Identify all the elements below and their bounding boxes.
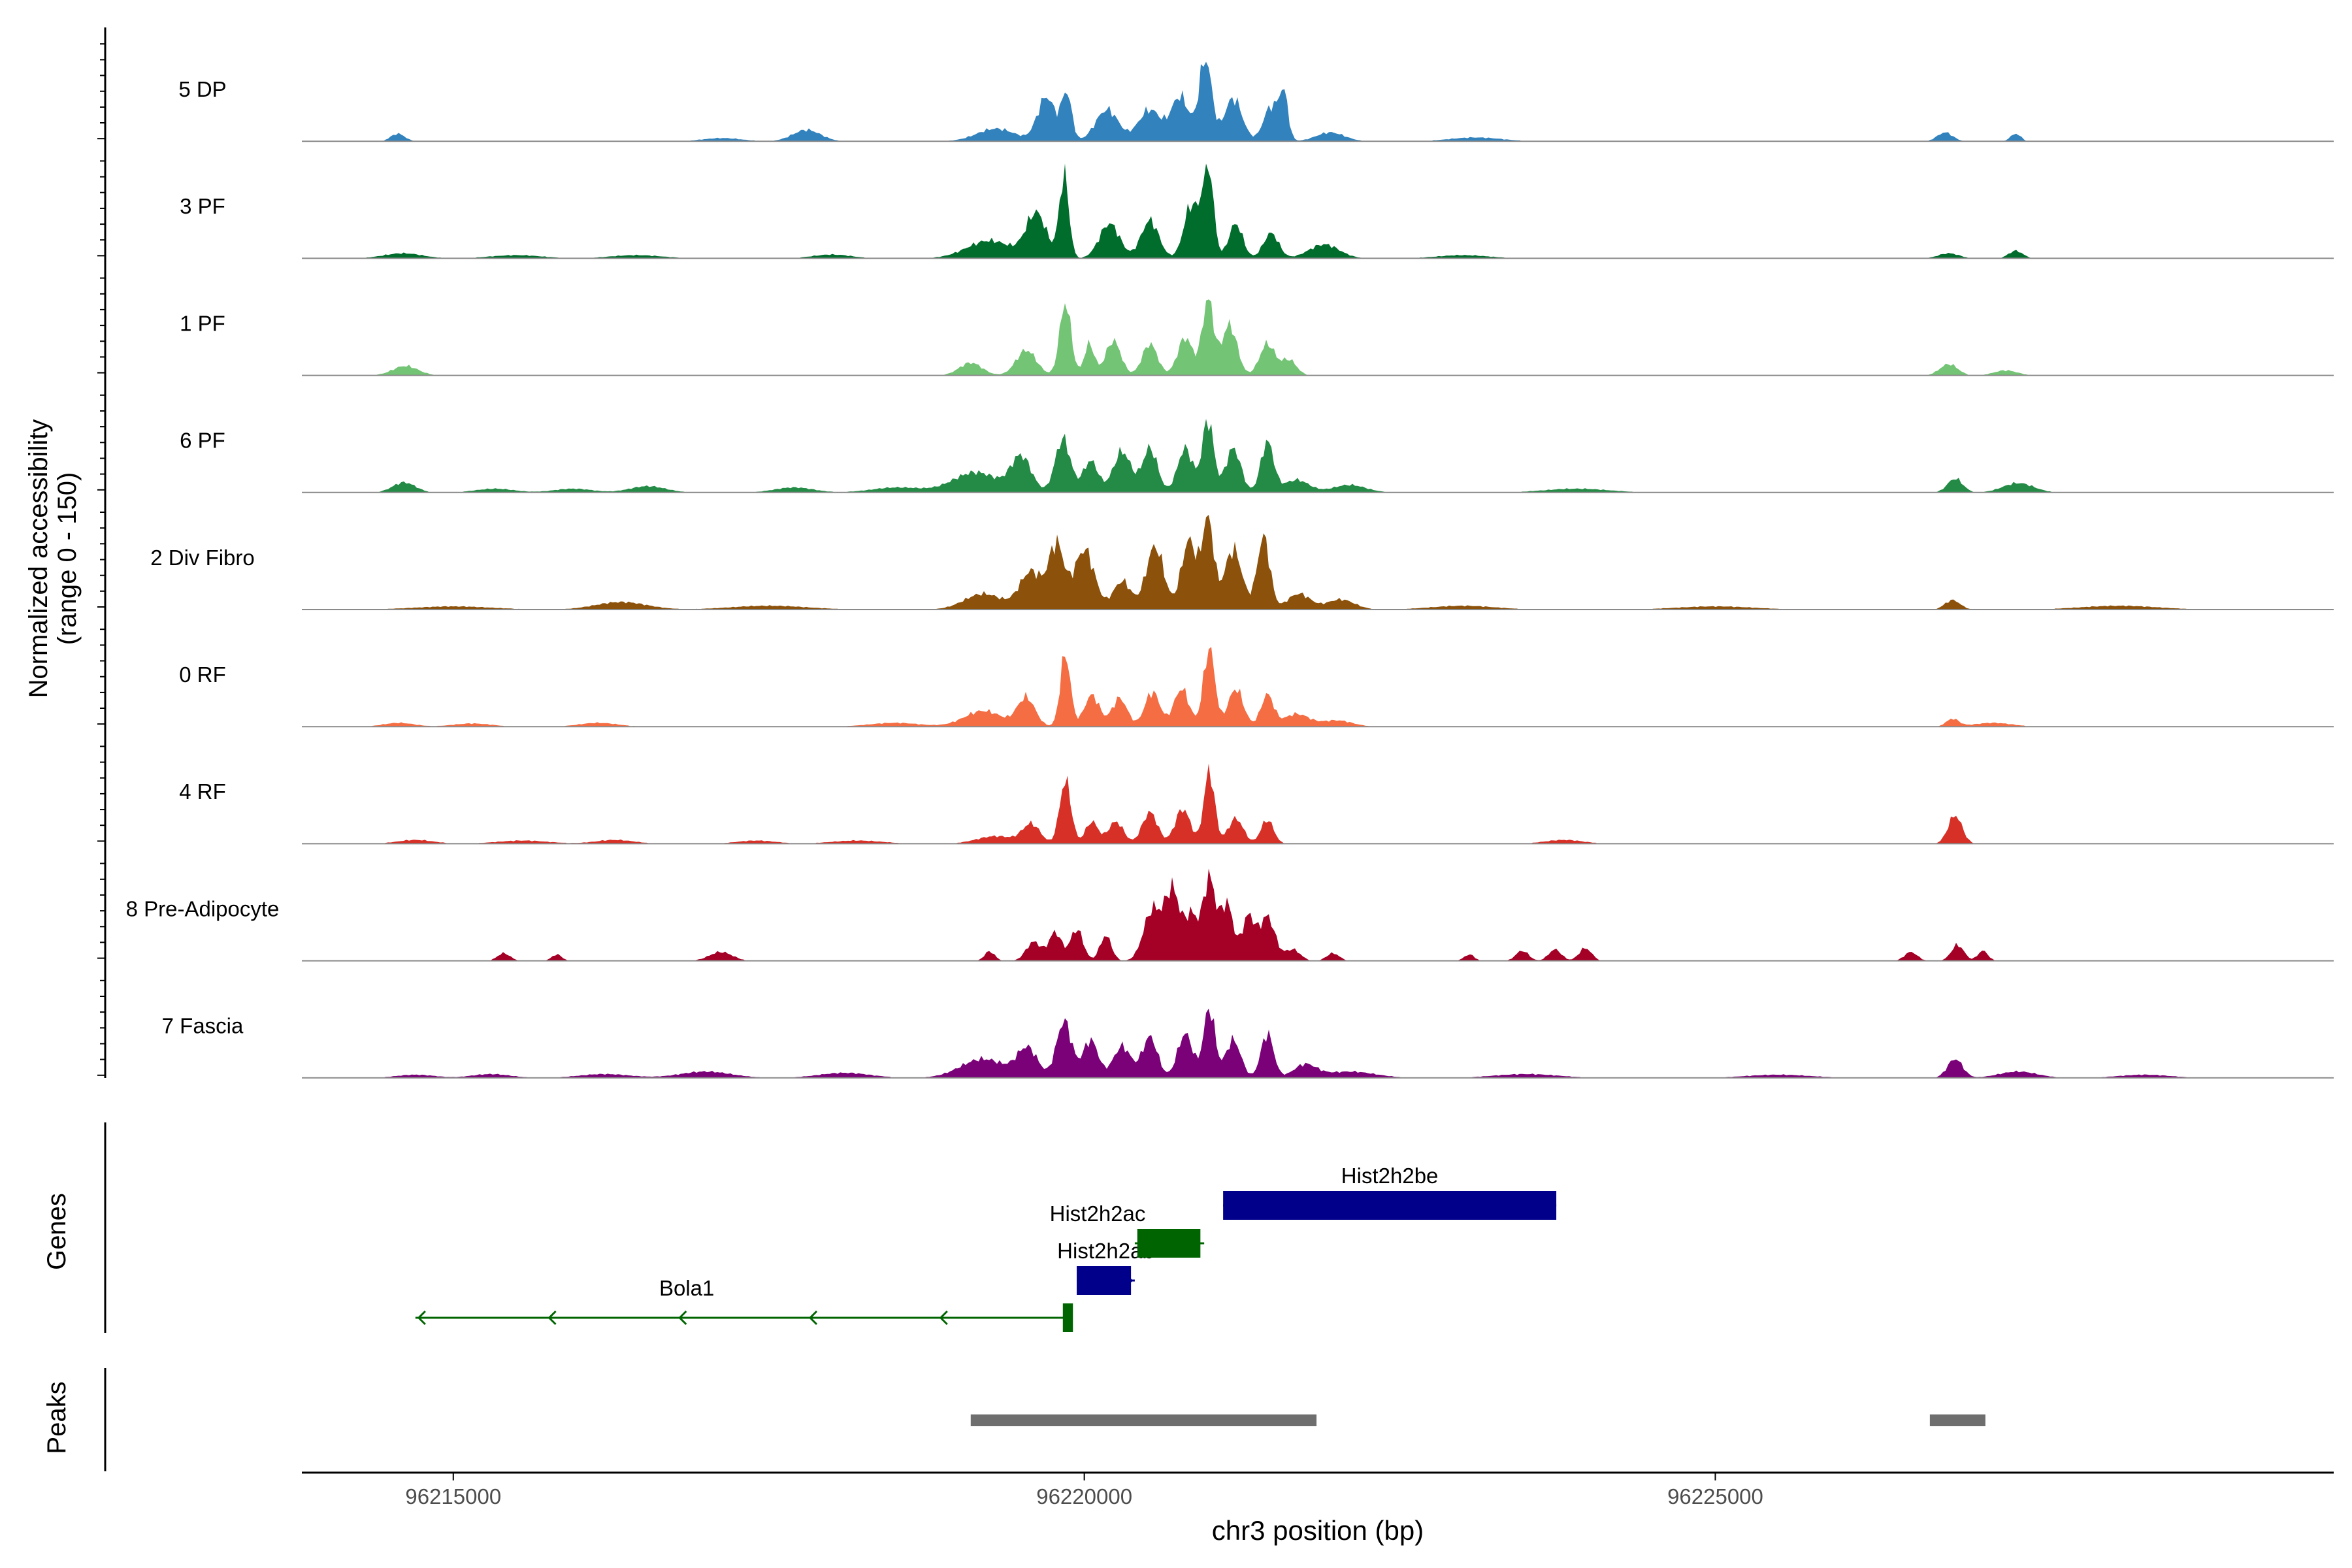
track-3-pf: 3 PF (180, 163, 2334, 259)
gene-bola1: Bola1 (415, 1276, 1073, 1332)
accessibility-area-1-pf (302, 299, 2334, 376)
y-axis-label-range: (range 0 - 150) (53, 472, 82, 645)
track-5-dp: 5 DP (178, 61, 2334, 142)
x-axis-tick-label: 96220000 (1036, 1484, 1132, 1509)
x-axis-label: chr3 position (bp) (1212, 1515, 1424, 1546)
track-label: 0 RF (179, 662, 226, 687)
y-axis (97, 27, 106, 1078)
strand-arrow-icon (808, 1310, 818, 1326)
coverage-tracks: 5 DP 3 PF 1 PF 6 PF 2 Div Fibro 0 RF 4 RF 8 Pre… (126, 61, 2334, 1079)
track-label: 4 RF (179, 779, 226, 804)
accessibility-area-8-pre-adipocyte (302, 868, 2334, 961)
track-0-rf: 0 RF (179, 647, 2334, 728)
accessibility-area-7-fascia (302, 1008, 2334, 1078)
y-axis-label: Normalized accessibility (24, 419, 53, 698)
gene-exon (1062, 1303, 1073, 1332)
peaks-track-label: Peaks (42, 1381, 71, 1454)
gene-name-label: Hist2h2ac (1050, 1201, 1146, 1226)
accessibility-area-3-pf (302, 163, 2334, 259)
track-2-div-fibro: 2 Div Fibro (150, 515, 2334, 610)
track-1-pf: 1 PF (180, 299, 2334, 376)
accessibility-area-4-rf (302, 763, 2334, 844)
track-8-pre-adipocyte: 8 Pre-Adipocyte (126, 868, 2334, 962)
strand-arrow-icon (678, 1310, 687, 1326)
track-label: 7 Fascia (162, 1014, 244, 1038)
gene-exon (1223, 1191, 1557, 1220)
accessibility-area-2-div-fibro (302, 515, 2334, 610)
track-label: 1 PF (180, 311, 225, 335)
accessibility-area-5-dp (302, 61, 2334, 142)
track-6-pf: 6 PF (180, 419, 2334, 493)
peaks-track (104, 1368, 1985, 1471)
genes-track-label: Genes (42, 1193, 71, 1270)
track-label: 5 DP (178, 77, 226, 101)
gene-name-label: Hist2h2be (1341, 1164, 1439, 1188)
x-axis-tick-label: 96225000 (1667, 1484, 1763, 1509)
gene-hist2h2be: Hist2h2be (1223, 1164, 1557, 1220)
track-label: 3 PF (180, 194, 225, 218)
track-label: 6 PF (180, 429, 225, 453)
track-label: 8 Pre-Adipocyte (126, 896, 280, 921)
x-axis-tick-label: 96215000 (405, 1484, 501, 1509)
peak-region (1929, 1414, 1985, 1426)
track-label: 2 Div Fibro (150, 546, 255, 570)
x-axis: 96215000 96220000 96225000 (302, 1471, 2334, 1509)
peak-region (970, 1414, 1317, 1426)
strand-arrow-icon (547, 1310, 557, 1326)
gene-hist2h2ac: Hist2h2ac (1050, 1201, 1205, 1258)
gene-exon (1137, 1229, 1201, 1258)
strand-arrow-icon (939, 1310, 948, 1326)
strand-arrow-icon (417, 1310, 426, 1326)
track-4-rf: 4 RF (179, 763, 2334, 845)
gene-exon (1077, 1266, 1132, 1295)
accessibility-area-6-pf (302, 419, 2334, 493)
accessibility-area-0-rf (302, 647, 2334, 727)
gene-name-label: Bola1 (659, 1276, 714, 1300)
track-7-fascia: 7 Fascia (162, 1008, 2334, 1079)
